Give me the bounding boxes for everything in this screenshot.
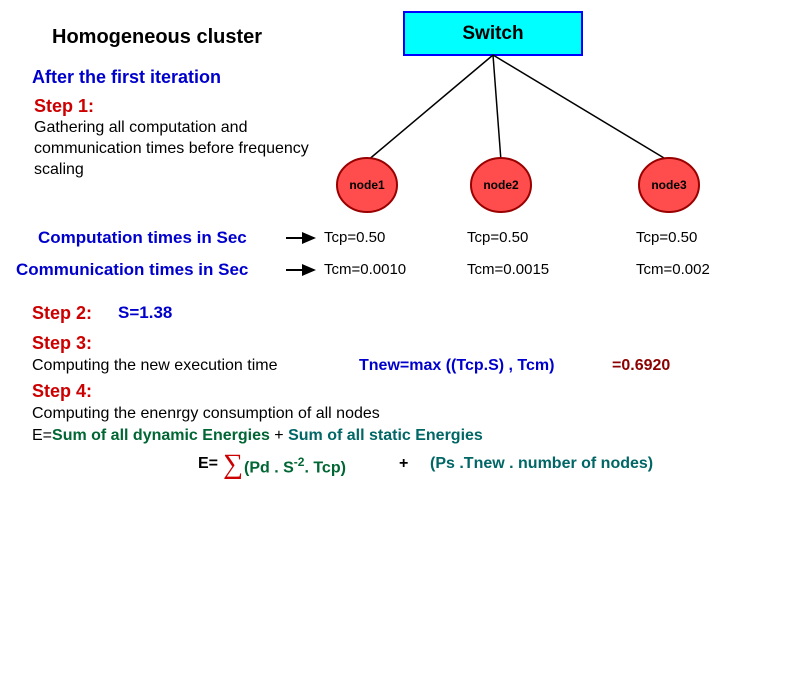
formula-prefix: E= <box>198 455 218 473</box>
connector-2 <box>493 55 501 161</box>
step1-text: Gathering all computation and communicat… <box>34 118 334 180</box>
step1-label: Step 1: <box>34 96 94 117</box>
node3-tcp: Tcp=0.50 <box>636 229 697 246</box>
e-prefix: E= <box>32 427 52 444</box>
stat-energies: Sum of all static Energies <box>288 427 483 444</box>
step2-label: Step 2: <box>32 303 92 324</box>
subtitle: After the first iteration <box>32 67 221 88</box>
node3-label: node3 <box>649 178 689 192</box>
tcp-row-label: Computation times in Sec <box>38 228 247 248</box>
step3-label: Step 3: <box>32 333 92 354</box>
plus-1: + <box>270 427 288 444</box>
step3-result: =0.6920 <box>612 357 670 375</box>
connector-3 <box>493 55 669 161</box>
node2-label: node2 <box>481 178 521 192</box>
node2-tcp: Tcp=0.50 <box>467 229 528 246</box>
formula-exp: -2 <box>294 455 305 469</box>
step2-value: S=1.38 <box>118 303 172 323</box>
dyn-energies: Sum of all dynamic Energies <box>52 427 270 444</box>
diagram-svg: ∑ <box>0 0 800 698</box>
formula-dyn2: . Tcp) <box>304 459 345 476</box>
page-title: Homogeneous cluster <box>52 26 262 49</box>
node1-tcp: Tcp=0.50 <box>324 229 385 246</box>
node2-tcm: Tcm=0.0015 <box>467 261 549 278</box>
formula-plus: + <box>399 455 408 473</box>
switch-label: Switch <box>404 23 582 45</box>
connectors <box>367 55 669 161</box>
node1-tcm: Tcm=0.0010 <box>324 261 406 278</box>
step4-text: Computing the enenrgy consumption of all… <box>32 405 380 423</box>
step3-formula: Tnew=max ((Tcp.S) , Tcm) <box>359 357 554 375</box>
node1-label: node1 <box>347 178 387 192</box>
arrows <box>286 238 314 270</box>
tcm-row-label: Communication times in Sec <box>16 260 248 280</box>
step4-label: Step 4: <box>32 381 92 402</box>
step3-text: Computing the new execution time <box>32 357 277 375</box>
node3-tcm: Tcm=0.002 <box>636 261 710 278</box>
connector-1 <box>367 55 493 161</box>
formula-stat: (Ps .Tnew . number of nodes) <box>430 455 653 473</box>
formula-dyn1: (Pd . S <box>244 459 294 476</box>
sigma-icon: ∑ <box>223 449 243 480</box>
